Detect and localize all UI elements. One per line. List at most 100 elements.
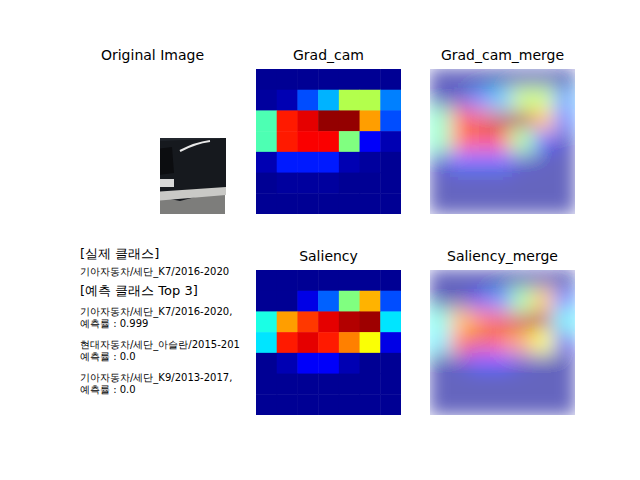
caption: [실제 클래스]기아자동차/세단_K7/2016-2020[예측 클래스 Top… <box>80 246 240 395</box>
heat-cell <box>360 332 381 353</box>
overlay-cell <box>533 172 556 195</box>
heat-cell <box>256 110 277 131</box>
heat-cell <box>297 69 318 90</box>
overlay-cell <box>470 290 493 313</box>
overlay-cell <box>430 151 452 174</box>
overlay-cell <box>470 130 493 153</box>
heat-cell <box>277 311 298 332</box>
heat-cell <box>256 152 277 173</box>
overlay-layer <box>430 270 575 415</box>
caption-line: [실제 클래스] <box>80 246 159 261</box>
heat-cell <box>380 374 401 395</box>
overlay-cell <box>470 393 493 415</box>
overlay-cell <box>512 290 535 313</box>
caption-line: 예측률 : 0.0 <box>80 351 136 362</box>
overlay-cell <box>430 270 452 292</box>
heat-cell <box>380 110 401 131</box>
caption-line: 예측률 : 0.999 <box>80 318 148 329</box>
overlay-cell <box>553 151 575 174</box>
overlay-cell <box>491 310 514 333</box>
heat-cell <box>256 353 277 374</box>
heat-cell <box>360 173 381 194</box>
heat-cell <box>339 394 360 415</box>
heat-cell <box>318 332 339 353</box>
heat-cell <box>297 173 318 194</box>
heat-cell <box>360 374 381 395</box>
overlay-cell <box>450 130 473 153</box>
heat-cell <box>339 69 360 90</box>
caption-line: 예측률 : 0.0 <box>80 384 136 395</box>
heat-cell <box>256 90 277 111</box>
heat-cell <box>380 69 401 90</box>
heat-cell <box>380 173 401 194</box>
heat-cell <box>277 110 298 131</box>
heat-cell <box>318 173 339 194</box>
overlay-cell <box>533 373 556 396</box>
overlay-cell <box>491 151 514 174</box>
overlay-cell <box>553 393 575 415</box>
heat-cell <box>318 311 339 332</box>
heat-cell <box>380 193 401 214</box>
heat-cell <box>256 374 277 395</box>
heat-cell <box>297 332 318 353</box>
overlay-cell <box>553 352 575 375</box>
overlay-cell <box>553 192 575 214</box>
overlay-cell <box>533 393 556 415</box>
overlay-cell <box>512 270 535 292</box>
overlay-cell <box>512 373 535 396</box>
heat-cell <box>277 374 298 395</box>
heat-cell <box>360 291 381 312</box>
overlay-cell <box>553 373 575 396</box>
heat-cell <box>277 291 298 312</box>
overlay-cell <box>450 290 473 313</box>
heat-cell <box>380 353 401 374</box>
plate <box>160 179 174 187</box>
overlay-cell <box>512 109 535 132</box>
heat-cell <box>297 291 318 312</box>
overlay-cell <box>470 352 493 375</box>
overlay-cell <box>470 270 493 292</box>
panel-title: Saliency_merge <box>447 248 558 264</box>
overlay-cell <box>512 310 535 333</box>
heat-cell <box>277 131 298 152</box>
heat-cell <box>318 270 339 291</box>
overlay-cell <box>491 373 514 396</box>
overlay-cell <box>450 270 473 292</box>
heat-cell <box>256 311 277 332</box>
heat-cell <box>256 332 277 353</box>
overlay-cell <box>512 151 535 174</box>
heatmap <box>256 69 401 214</box>
heat-cell <box>360 353 381 374</box>
heat-cell <box>297 110 318 131</box>
overlay-cell <box>491 89 514 112</box>
overlay-cell <box>491 331 514 354</box>
heat-cell <box>360 90 381 111</box>
heat-cell <box>339 131 360 152</box>
overlay-cell <box>491 172 514 195</box>
overlay-cell <box>553 172 575 195</box>
heat-cell <box>277 332 298 353</box>
heat-cell <box>360 394 381 415</box>
overlay-cell <box>512 89 535 112</box>
heat-cell <box>297 394 318 415</box>
overlay-cell <box>491 192 514 214</box>
heat-cell <box>318 152 339 173</box>
overlay-cell <box>430 331 452 354</box>
overlay-cell <box>470 172 493 195</box>
overlay-cell <box>533 69 556 91</box>
headlight <box>180 141 210 151</box>
overlay-cell <box>470 192 493 214</box>
heat-cell <box>360 110 381 131</box>
overlay-cell <box>430 130 452 153</box>
heat-cell <box>360 152 381 173</box>
heat-cell <box>339 270 360 291</box>
figure: Original ImageGrad_camGrad_cam_mergeSali… <box>0 0 640 480</box>
heat-cell <box>318 69 339 90</box>
overlay-cell <box>430 109 452 132</box>
overlay-cell <box>512 172 535 195</box>
overlay-cell <box>512 130 535 153</box>
overlay-cell <box>430 352 452 375</box>
overlay-cell <box>450 331 473 354</box>
heat-cell <box>277 394 298 415</box>
overlay-cell <box>512 192 535 214</box>
